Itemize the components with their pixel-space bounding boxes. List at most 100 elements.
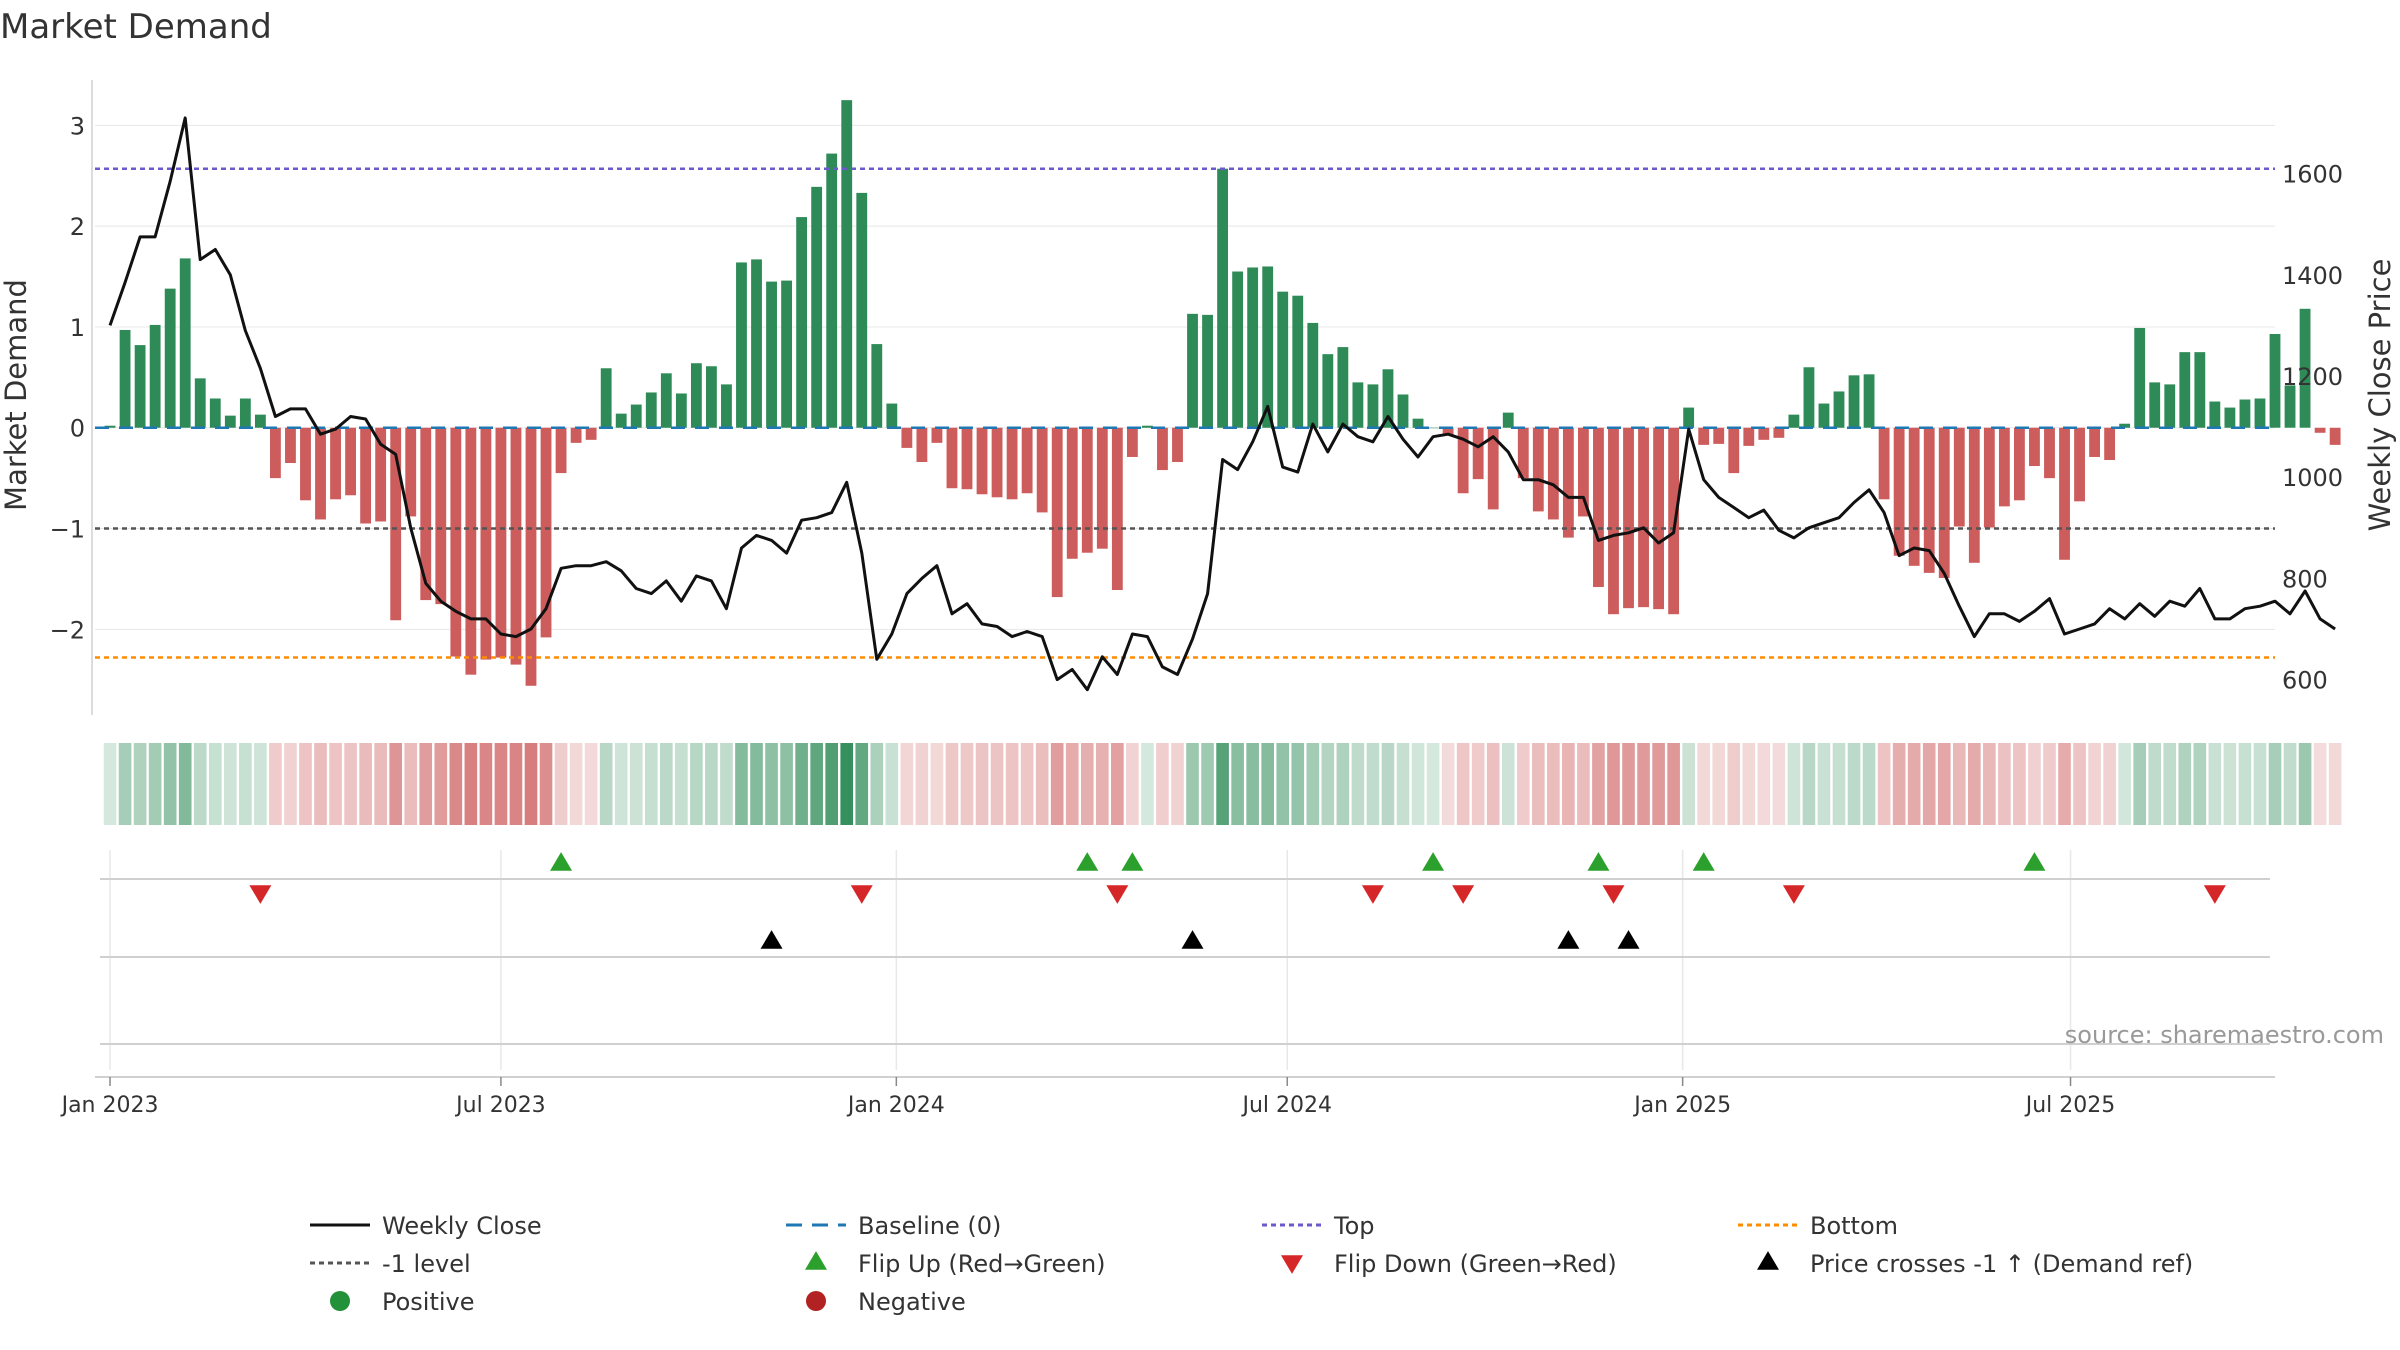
heat-cell: [900, 743, 914, 825]
heat-cell: [1080, 743, 1094, 825]
heat-cell: [2313, 743, 2327, 825]
heat-cell: [1802, 743, 1816, 825]
heat-cell: [314, 743, 327, 825]
price-cross-marker: [760, 930, 783, 949]
y-tick-label: −2: [50, 616, 85, 644]
heat-cell: [1907, 743, 1921, 825]
demand-bar: [1638, 427, 1649, 608]
heat-cell: [1411, 743, 1425, 825]
heat-cell: [870, 743, 884, 825]
heat-cell: [690, 743, 703, 825]
demand-bar: [1247, 267, 1259, 428]
demand-bar: [645, 392, 657, 428]
demand-bar: [1923, 427, 1935, 573]
legend-label: Positive: [382, 1288, 475, 1316]
demand-bar: [660, 373, 672, 428]
demand-bar: [164, 288, 176, 428]
demand-bar: [1066, 427, 1078, 559]
x-axis: Jan 2023 Jul 2023 Jan 2024 Jul 2024 Jan 2025…: [60, 1076, 2275, 1118]
heat-cell: [2028, 743, 2041, 825]
heat-cell: [1095, 743, 1109, 825]
demand-bar: [239, 398, 251, 428]
demand-bar: [300, 427, 311, 501]
flip-down-marker: [850, 885, 873, 904]
demand-bar: [1623, 427, 1634, 609]
demand-bar: [1487, 427, 1499, 510]
demand-bar: [179, 258, 191, 428]
heat-cell: [193, 743, 207, 825]
heat-cell: [389, 743, 403, 825]
demand-bar: [1202, 314, 1213, 428]
heat-cell: [1216, 743, 1229, 825]
demand-bar: [901, 427, 913, 448]
heat-cell: [2073, 743, 2086, 825]
y-tick-label: −1: [50, 516, 85, 544]
demand-bar: [2224, 407, 2236, 428]
demand-bar: [134, 345, 146, 428]
heat-cell: [269, 743, 282, 825]
demand-bar: [1833, 391, 1845, 428]
demand-bars: [104, 100, 2341, 686]
flip-up-marker: [1422, 852, 1445, 871]
heat-cell: [720, 743, 733, 825]
demand-bar: [2104, 427, 2116, 460]
demand-bar: [2299, 308, 2311, 428]
demand-bar: [1743, 427, 1755, 446]
demand-bar: [841, 100, 853, 428]
demand-bar: [2119, 423, 2131, 428]
heat-cell: [1321, 743, 1335, 825]
heat-cell: [1607, 743, 1620, 825]
demand-bar: [2134, 327, 2146, 428]
demand-bar: [1758, 427, 1770, 440]
heat-cell: [254, 743, 267, 825]
heat-cell: [1276, 743, 1290, 825]
demand-bar: [2239, 399, 2251, 428]
demand-bar: [1337, 347, 1349, 428]
demand-bar: [1562, 427, 1574, 538]
flip-down-marker: [2203, 885, 2226, 904]
demand-bar: [1307, 322, 1319, 428]
heat-cell: [509, 743, 523, 825]
demand-bar: [540, 427, 552, 638]
demand-bar: [149, 324, 161, 428]
heat-cell: [2088, 743, 2101, 825]
heat-cell: [1952, 743, 1966, 825]
heat-cell: [1246, 743, 1259, 825]
demand-bar: [856, 192, 868, 428]
demand-bar: [405, 427, 417, 517]
demand-bar: [1532, 427, 1544, 512]
demand-bar: [1608, 427, 1619, 615]
heat-cell: [359, 743, 372, 825]
heat-cell: [2298, 743, 2312, 825]
x-tick-label: Jul 2024: [1240, 1093, 1332, 1118]
demand-bar: [1382, 369, 1394, 428]
heat-cell: [2283, 743, 2297, 825]
heat-cell: [1757, 743, 1771, 825]
legend-label: Top: [1333, 1212, 1375, 1240]
demand-bar: [751, 259, 762, 428]
heat-cell: [675, 743, 688, 825]
legend-label: Negative: [858, 1288, 966, 1316]
heat-cell: [1501, 743, 1515, 825]
heat-cell: [945, 743, 959, 825]
heat-cell: [1035, 743, 1049, 825]
demand-bar: [1728, 427, 1740, 474]
y-tick-label: 3: [70, 112, 85, 140]
demand-bar: [1517, 427, 1529, 479]
y2-tick-label: 1600: [2282, 161, 2343, 189]
legend-label: Weekly Close: [382, 1212, 542, 1240]
legend-item-flip-up: Flip Up (Red→Green): [805, 1250, 1106, 1278]
demand-bar: [781, 280, 792, 428]
heat-cell: [344, 743, 357, 825]
legend: Weekly Close Baseline (0) Top Bottom -1 leve…: [310, 1212, 2193, 1316]
demand-bar: [1578, 427, 1589, 517]
heat-cell: [419, 743, 433, 825]
heat-cell: [208, 743, 222, 825]
demand-bar: [871, 344, 883, 428]
demand-bar: [209, 398, 221, 428]
demand-bar: [1983, 427, 1995, 528]
heat-cell: [735, 743, 748, 825]
heat-cell: [1817, 743, 1831, 825]
demand-bar: [946, 427, 958, 489]
